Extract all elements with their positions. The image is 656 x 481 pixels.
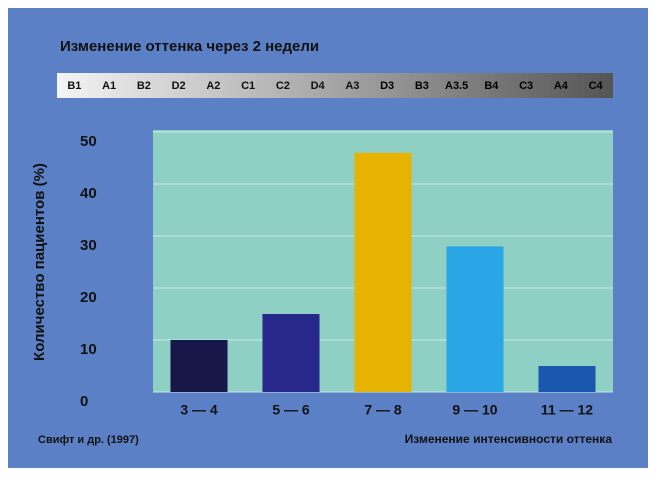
shade-label: B1 — [67, 80, 81, 92]
y-tick-label: 0 — [80, 393, 88, 410]
shade-label: C4 — [589, 80, 604, 92]
shade-label: A3.5 — [445, 80, 468, 92]
shade-label: D4 — [311, 80, 326, 92]
x-tick-label: 5 — 6 — [272, 402, 310, 418]
bar — [538, 366, 596, 392]
shade-label: B3 — [415, 80, 429, 92]
bar — [446, 246, 504, 392]
bar — [170, 340, 228, 392]
shade-label: A2 — [206, 80, 220, 92]
shade-strip — [57, 73, 613, 98]
shade-label: B4 — [484, 80, 499, 92]
shade-label: A4 — [554, 80, 569, 92]
y-tick-label: 40 — [80, 185, 97, 202]
x-tick-label: 9 — 10 — [452, 402, 497, 418]
x-axis-label: Изменение интенсивности оттенка — [405, 432, 613, 446]
x-tick-label: 3 — 4 — [180, 402, 218, 418]
shade-label: C1 — [241, 80, 255, 92]
bar — [262, 314, 320, 392]
shade-label: A3 — [345, 80, 359, 92]
shade-label: D3 — [380, 80, 394, 92]
y-tick-label: 20 — [80, 289, 97, 306]
y-tick-label: 30 — [80, 237, 97, 254]
shade-label: B2 — [137, 80, 151, 92]
shade-label: C2 — [276, 80, 290, 92]
y-axis-label: Количество пациентов (%) — [31, 163, 48, 361]
bar — [354, 152, 412, 392]
x-tick-label: 11 — 12 — [541, 402, 593, 418]
y-tick-label: 10 — [80, 341, 97, 358]
source: Свифт и др. (1997) — [38, 434, 139, 446]
x-tick-label: 7 — 8 — [364, 402, 402, 418]
shade-label: A1 — [102, 80, 116, 92]
shade-label: D2 — [172, 80, 186, 92]
shade-label: C3 — [519, 80, 533, 92]
chart-title: Изменение оттенка через 2 недели — [60, 38, 319, 55]
y-tick-label: 50 — [80, 133, 97, 150]
